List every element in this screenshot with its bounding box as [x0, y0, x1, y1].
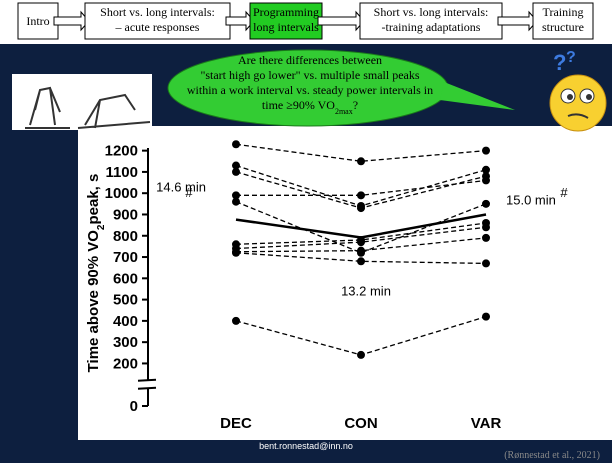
subject-point	[482, 176, 490, 184]
subject-point	[482, 200, 490, 208]
bubble-text-part: ?	[353, 98, 358, 112]
nav-label: – acute responses	[115, 20, 200, 34]
mean-label: 13.2 min	[341, 283, 391, 298]
significance-mark: #	[185, 185, 193, 200]
x-tick-label: CON	[344, 415, 377, 432]
subject-point	[482, 259, 490, 267]
x-tick-label: VAR	[471, 415, 502, 432]
subject-point	[357, 257, 365, 265]
citation: (Rønnestad et al., 2021)	[504, 450, 600, 461]
y-tick-label: 1200	[105, 143, 138, 160]
subject-point	[357, 351, 365, 359]
bubble-text-part: time ≥90% VO	[262, 98, 335, 112]
axis-break	[138, 388, 156, 389]
subject-point	[482, 147, 490, 155]
nav-label: -training adaptations	[382, 20, 481, 34]
subject-point	[482, 223, 490, 231]
mean-label: 14.6 min	[156, 180, 206, 195]
subject-point	[232, 198, 240, 206]
nav-label: Programming	[253, 5, 319, 19]
y-axis-label-part: Time above 90% VO	[85, 230, 102, 373]
significance-mark: #	[560, 185, 568, 200]
y-tick-label: 700	[113, 249, 138, 266]
subject-point	[482, 313, 490, 321]
slide: ? ? IntroShort vs. long intervals:– acut…	[0, 0, 612, 463]
bubble-text-part: 2max	[335, 107, 353, 116]
bubble-line: "start high go lower" vs. multiple small…	[200, 68, 419, 82]
subject-point	[232, 168, 240, 176]
skier-image	[12, 74, 152, 130]
nav-label: Intro	[26, 14, 49, 28]
y-tick-label: 800	[113, 228, 138, 245]
subject-point	[232, 249, 240, 257]
y-tick-label: 1000	[105, 185, 138, 202]
y-tick-label: 500	[113, 292, 138, 309]
subject-point	[357, 238, 365, 246]
nav-label: structure	[542, 20, 584, 34]
subject-point	[232, 140, 240, 148]
y-tick-label: 900	[113, 206, 138, 223]
mean-label: 15.0 min	[506, 192, 556, 207]
axis-break	[138, 380, 156, 381]
y-tick-label: 400	[113, 313, 138, 330]
svg-text:?: ?	[553, 50, 566, 75]
subject-point	[482, 234, 490, 242]
y-tick-label: 1100	[105, 164, 138, 181]
nav-label: Short vs. long intervals:	[374, 5, 489, 19]
subject-point	[357, 204, 365, 212]
y-tick-label: 300	[113, 334, 138, 351]
subject-point	[357, 157, 365, 165]
subject-point	[232, 317, 240, 325]
email: bent.ronnestad@inn.no	[259, 441, 353, 451]
nav-label: Training	[543, 5, 584, 19]
y-tick-label: 0	[130, 398, 138, 415]
bubble-line: within a work interval vs. steady power …	[187, 83, 433, 97]
subject-point	[357, 191, 365, 199]
bubble-line: Are there differences between	[238, 53, 382, 67]
nav-label: long intervals	[253, 20, 319, 34]
x-tick-label: DEC	[220, 415, 252, 432]
svg-text:?: ?	[566, 49, 576, 66]
y-tick-label: 600	[113, 270, 138, 287]
y-axis-label-part: peak, s	[85, 174, 102, 225]
y-tick-label: 200	[113, 355, 138, 372]
subject-point	[357, 247, 365, 255]
nav-label: Short vs. long intervals:	[100, 5, 215, 19]
